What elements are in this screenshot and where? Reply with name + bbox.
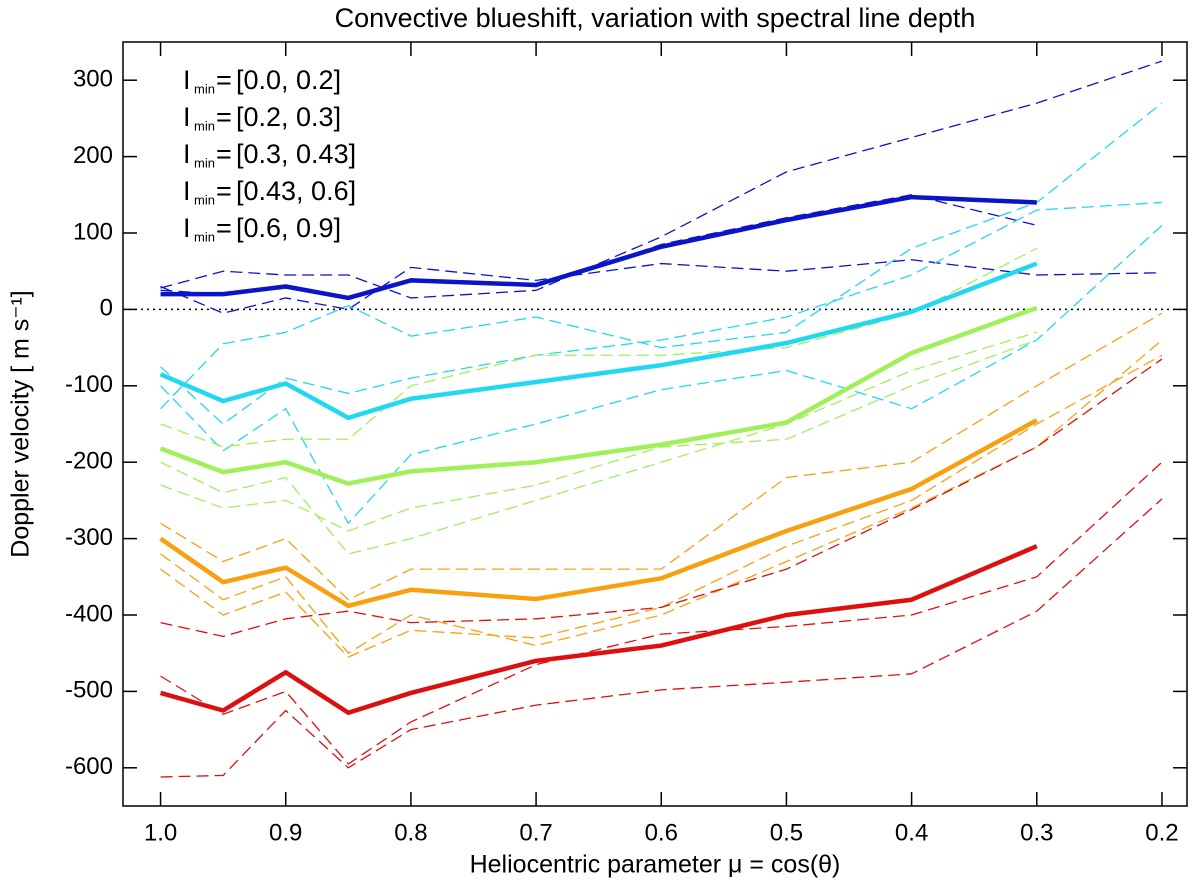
y-tick-label: -500: [65, 677, 113, 704]
legend-label: [0.0, 0.2]: [236, 65, 341, 95]
x-tick-label: 0.9: [269, 819, 302, 846]
legend-label: [0.43, 0.6]: [236, 176, 356, 206]
x-tick-label: 0.5: [770, 819, 803, 846]
x-tick-label: 0.3: [1020, 819, 1053, 846]
legend-sep: =: [216, 65, 232, 95]
dashed-line: [160, 339, 1163, 654]
dashed-line: [160, 312, 1163, 601]
dashed-line: [160, 224, 1163, 524]
legend-subscript: min: [194, 81, 215, 96]
dashed-line: [160, 498, 1163, 778]
dashed-line: [160, 60, 1163, 299]
y-tick-label: -600: [65, 753, 113, 780]
dashed-line: [160, 194, 1037, 299]
y-tick-label: 0: [100, 295, 113, 322]
legend-sep: =: [216, 139, 232, 169]
legend-subscript: min: [194, 229, 215, 244]
y-tick-label: -200: [65, 448, 113, 475]
x-tick-label: 0.2: [1145, 819, 1178, 846]
legend-sep: =: [216, 213, 232, 243]
dashed-line: [160, 259, 1162, 314]
series-line: [159, 261, 1038, 421]
legend-sep: =: [216, 176, 232, 206]
legend-symbol: I: [183, 102, 191, 132]
dashed-line: [160, 461, 1163, 765]
x-tick-label: 0.4: [895, 819, 928, 846]
legend-subscript: min: [194, 118, 215, 133]
y-tick-label: -300: [65, 524, 113, 551]
dashed-line: [160, 358, 1163, 638]
x-axis-label: Heliocentric parameter μ = cos(θ): [470, 851, 841, 879]
plot-frame: [122, 41, 1188, 807]
y-tick-label: 300: [73, 66, 113, 93]
dashed-line: [160, 339, 1038, 532]
y-axis-label: Doppler velocity [ m s⁻¹]: [7, 290, 35, 557]
y-tick-label: 100: [73, 218, 113, 245]
x-tick-label: 0.8: [394, 819, 427, 846]
legend-symbol: I: [183, 65, 191, 95]
legend-symbol: I: [183, 176, 191, 206]
legend-label: [0.3, 0.43]: [236, 139, 356, 169]
series-line: [159, 418, 1038, 609]
series-line: [159, 305, 1038, 486]
legend-subscript: min: [194, 192, 215, 207]
x-tick-label: 1.0: [144, 819, 177, 846]
legend-sep: =: [216, 102, 232, 132]
legend-subscript: min: [194, 155, 215, 170]
series-line: [160, 194, 1037, 301]
x-tick-label: 0.7: [519, 819, 552, 846]
legend-label: [0.6, 0.9]: [236, 213, 341, 243]
legend-symbol: I: [183, 213, 191, 243]
dashed-line: [160, 331, 1037, 555]
chart-title: Convective blueshift, variation with spe…: [335, 3, 976, 33]
series-line: [159, 544, 1038, 716]
dashed-line: [160, 247, 1038, 448]
dashed-line: [160, 102, 1163, 410]
x-tick-label: 0.6: [645, 819, 678, 846]
y-tick-label: -100: [65, 371, 113, 398]
y-tick-label: -400: [65, 600, 113, 627]
legend-label: [0.2, 0.3]: [236, 102, 341, 132]
legend-symbol: I: [183, 139, 191, 169]
y-tick-label: 200: [73, 142, 113, 169]
